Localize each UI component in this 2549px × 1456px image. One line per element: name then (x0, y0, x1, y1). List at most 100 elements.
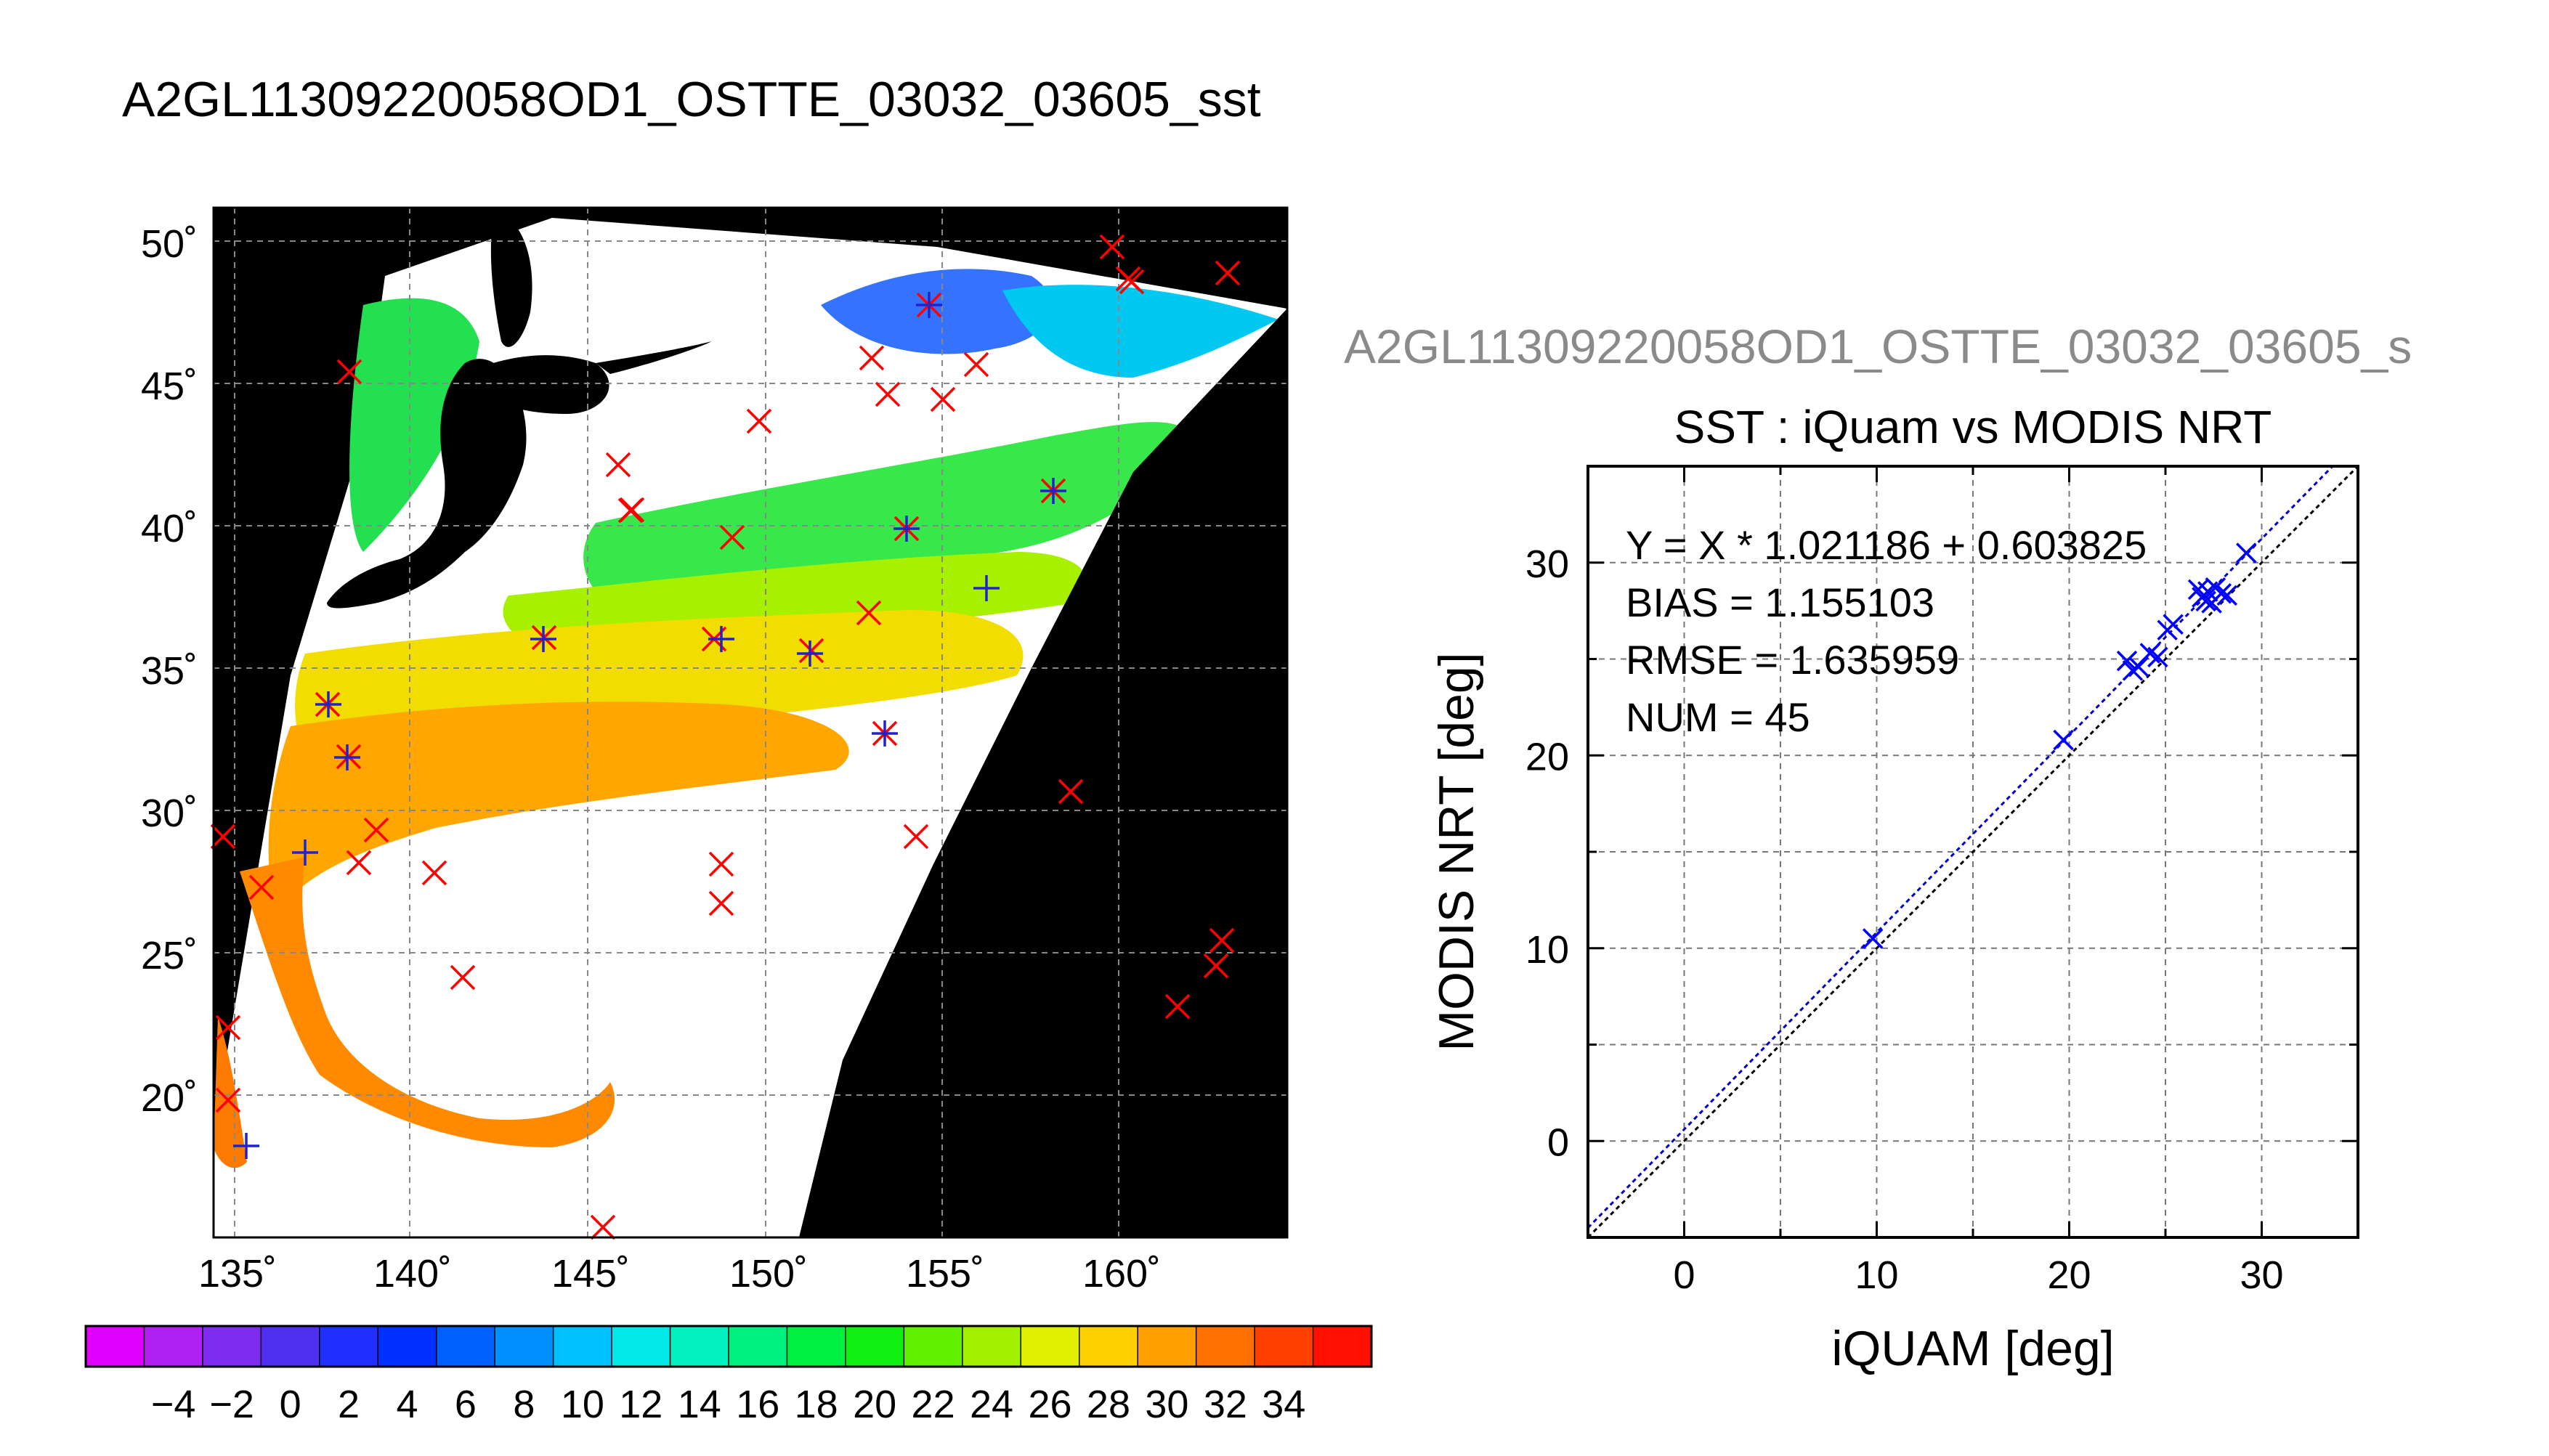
colorbar-cells (86, 1326, 1372, 1367)
data-point (2128, 656, 2149, 678)
latitude-labels: 50˚ 45˚ 40˚ 35˚ 30˚ 25˚ 20˚ (141, 222, 198, 1120)
insitu-marker (798, 638, 824, 664)
x-tick-label: 30 (2240, 1253, 2283, 1297)
matchup-marker (1040, 478, 1066, 504)
lon-tick-label: 155˚ (906, 1252, 984, 1296)
colorbar-label: 8 (513, 1383, 535, 1426)
colorbar-cell (787, 1326, 846, 1367)
land-kurils (596, 341, 712, 374)
land-masses (327, 211, 1287, 1237)
colorbar-cell (144, 1326, 203, 1367)
sst-green-west (349, 298, 479, 552)
data-point (2147, 646, 2168, 668)
insitu-marker (708, 890, 734, 916)
y-tick-label: 0 (1547, 1121, 1569, 1164)
stats-line: BIAS = 1.155103 (1626, 579, 1934, 625)
colorbar-cell (319, 1326, 378, 1367)
colorbar-cell (436, 1326, 495, 1367)
insitu-marker (590, 1214, 616, 1240)
y-tick-labels: 0 10 20 30 (1525, 542, 1569, 1165)
colorbar-cell (1196, 1326, 1255, 1367)
lat-tick-label: 40˚ (141, 507, 198, 550)
stats-box: Y = X * 1.021186 + 0.603825 BIAS = 1.1551… (1626, 522, 2147, 740)
data-point (2236, 542, 2257, 564)
colorbar-label: 32 (1204, 1383, 1247, 1426)
insitu-marker (856, 600, 882, 626)
no-data-east (799, 309, 1287, 1237)
matchup-marker (708, 626, 734, 652)
colorbar-cell (553, 1326, 612, 1367)
x-tick-labels: 0 10 20 30 (1673, 1253, 2283, 1297)
insitu-marker (336, 359, 362, 385)
data-point (2216, 585, 2238, 606)
lon-tick-label: 160˚ (1082, 1252, 1161, 1296)
insitu-marker (963, 351, 989, 378)
colorbar-label: 30 (1145, 1383, 1188, 1426)
insitu-marker (605, 452, 631, 478)
y-tick-label: 10 (1525, 928, 1569, 972)
scatter-tick-marks (1586, 465, 2359, 1239)
insitu-marker (215, 1087, 241, 1113)
data-point (2122, 660, 2144, 681)
land-sakhalin (490, 211, 532, 347)
y-axis-label: MODIS NRT [deg] (1429, 652, 1484, 1051)
colorbar-cell (202, 1326, 262, 1367)
stats-line: NUM = 45 (1626, 694, 1810, 740)
insitu-marker (450, 964, 476, 991)
data-point (2210, 582, 2232, 604)
insitu-marker (1209, 927, 1235, 953)
colorbar-label: 28 (1087, 1383, 1130, 1426)
lon-tick-label: 135˚ (198, 1252, 277, 1296)
x-axis-label: iQUAM [deg] (1831, 1321, 2114, 1376)
insitu-marker (215, 1014, 241, 1041)
lon-tick-label: 140˚ (373, 1252, 452, 1296)
x-tick-label: 0 (1673, 1253, 1695, 1297)
colorbar-cell (378, 1326, 437, 1367)
lat-tick-label: 35˚ (141, 649, 198, 693)
insitu-marker (1058, 778, 1084, 805)
matchup-marker (315, 691, 341, 717)
data-point (1862, 928, 1884, 949)
colorbar-cell (1313, 1326, 1372, 1367)
colorbar: −4 −2 0 2 4 6 8 10 12 14 16 18 20 22 24 26 28 30 32 34 (84, 1325, 1373, 1426)
insitu-marker (708, 851, 734, 877)
colorbar-cell (670, 1326, 729, 1367)
insitu-marker (346, 850, 372, 876)
colorbar-label: 12 (619, 1383, 662, 1426)
colorbar-cell (904, 1326, 963, 1367)
lon-tick-label: 150˚ (729, 1252, 808, 1296)
insitu-marker (1203, 953, 1229, 979)
insitu-marker (1115, 266, 1141, 292)
data-point (2163, 614, 2184, 635)
colorbar-labels: −4 −2 0 2 4 6 8 10 12 14 16 18 20 22 24 26 28 30 32 34 (151, 1383, 1305, 1426)
lat-tick-label: 50˚ (141, 222, 198, 266)
colorbar-label: 6 (455, 1383, 477, 1426)
colorbar-cell (86, 1326, 145, 1367)
longitude-labels: 135˚ 140˚ 145˚ 150˚ 155˚ 160˚ (198, 1252, 1161, 1296)
colorbar-label: 2 (338, 1383, 360, 1426)
matchup-marker (334, 744, 360, 770)
colorbar-label: 4 (396, 1383, 418, 1426)
lat-tick-label: 20˚ (141, 1076, 198, 1120)
insitu-marker (875, 381, 901, 407)
insitu-marker (719, 524, 745, 550)
sst-orange-band (268, 701, 849, 915)
lat-tick-label: 25˚ (141, 934, 198, 977)
y-tick-label: 20 (1525, 735, 1569, 778)
scatter-plot: 0 10 20 30 0 10 20 30 Y = X * 1.021186 + 0.603… (1429, 465, 2359, 1376)
colorbar-label: −4 (151, 1383, 196, 1426)
colorbar-frame (84, 1325, 1373, 1368)
lon-tick-label: 145˚ (551, 1252, 630, 1296)
y-tick-label: 30 (1525, 542, 1569, 586)
colorbar-cell (261, 1326, 320, 1367)
identity-line (1588, 466, 2358, 1237)
matchup-marker (872, 720, 898, 747)
insitu-marker (210, 823, 236, 850)
colorbar-label: 16 (736, 1383, 779, 1426)
matchup-marker (233, 1133, 259, 1159)
colorbar-label: 18 (795, 1383, 838, 1426)
insitu-marker (1164, 993, 1191, 1020)
colorbar-label: 24 (970, 1383, 1013, 1426)
